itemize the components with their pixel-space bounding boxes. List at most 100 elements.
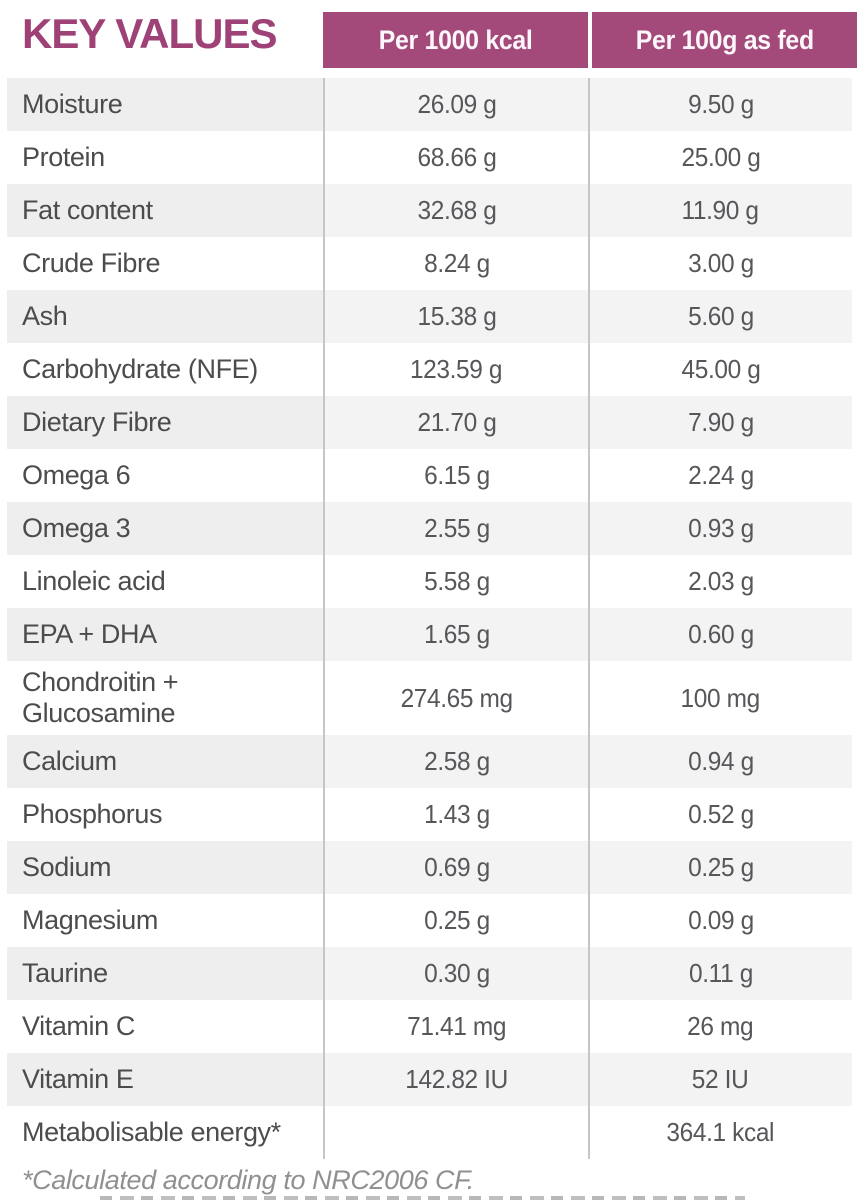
row-label: Protein <box>22 141 105 172</box>
row-value-per-100g-as-fed: 11.90 g <box>589 184 852 237</box>
row-label: Linoleic acid <box>22 565 166 596</box>
row-label-cell: Calcium <box>7 735 324 789</box>
table-row: EPA + DHA 1.65 g 0.60 g <box>7 608 852 661</box>
row-value-per-1000-kcal <box>324 1106 589 1159</box>
row-label: Chondroitin + Glucosamine <box>22 667 179 729</box>
row-label-cell: Dietary Fibre <box>7 396 324 449</box>
row-label: Moisture <box>22 88 123 119</box>
row-value-per-1000-kcal: 123.59 g <box>410 354 503 384</box>
table-row: Sodium 0.69 g 0.25 g <box>7 841 852 895</box>
column-header-label: Per 100g as fed <box>635 24 814 55</box>
row-label: Carbohydrate (NFE) <box>22 353 258 384</box>
row-value-per-1000-kcal: 2.58 g <box>324 735 589 789</box>
row-value-per-100g-as-fed: 0.09 g <box>687 905 754 936</box>
table-row: Linoleic acid 5.58 g 2.03 g <box>7 555 852 608</box>
row-value-per-1000-kcal: 274.65 mg <box>400 682 513 713</box>
table-row: Vitamin E 142.82 IU 52 IU <box>7 1053 852 1107</box>
row-value-per-100g-as-fed: 0.11 g <box>589 947 852 1001</box>
footnote: *Calculated according to NRC2006 CF. <box>22 1165 474 1196</box>
row-value-per-100g-as-fed: 100 mg <box>680 682 761 713</box>
row-value-per-1000-kcal: 8.24 g <box>423 248 490 278</box>
row-value-per-100g-as-fed: 26 mg <box>687 1011 754 1042</box>
table-row: Fat content 32.68 g 11.90 g <box>7 184 852 237</box>
row-value-per-100g-as-fed: 25.00 g <box>681 142 760 172</box>
column-divider-2 <box>588 78 590 1160</box>
column-header-label: Per 1000 kcal <box>378 24 533 55</box>
row-label-cell: Metabolisable energy* <box>7 1106 324 1159</box>
column-header-per-1000-kcal: Per 1000 kcal <box>323 12 588 68</box>
row-value-per-100g-as-fed: 3.00 g <box>687 248 754 278</box>
row-value-per-100g-as-fed: 52 IU <box>589 1053 852 1107</box>
table-header: KEY VALUES Per 1000 kcal Per 100g as fed <box>0 0 858 68</box>
row-label: Sodium <box>22 852 112 883</box>
row-value-per-1000-kcal: 26.09 g <box>324 78 589 131</box>
row-value-per-1000-kcal: 68.66 g <box>417 142 496 172</box>
row-value-per-1000-kcal: 21.70 g <box>324 396 589 449</box>
row-label: Omega 3 <box>22 512 131 543</box>
row-value-per-1000-kcal: 5.58 g <box>423 566 490 596</box>
row-label-cell: Moisture <box>7 78 324 131</box>
row-label: Vitamin C <box>22 1011 135 1042</box>
row-label-cell: Chondroitin + Glucosamine <box>7 661 324 735</box>
row-label: Magnesium <box>22 905 158 936</box>
row-value-per-100g-as-fed: 9.50 g <box>589 78 852 131</box>
row-value-per-100g-as-fed: 364.1 kcal <box>666 1117 775 1148</box>
table-row: Moisture 26.09 g 9.50 g <box>7 78 852 131</box>
row-label-cell: Ash <box>7 290 324 343</box>
row-value-per-100g-as-fed: 2.03 g <box>687 566 754 596</box>
row-label: EPA + DHA <box>22 618 157 649</box>
row-value-per-1000-kcal: 2.55 g <box>324 502 589 555</box>
table-row: Phosphorus 1.43 g 0.52 g <box>7 788 852 841</box>
row-label-cell: Vitamin C <box>7 1000 324 1053</box>
row-label: Calcium <box>22 746 117 777</box>
row-value-per-1000-kcal: 0.69 g <box>324 841 589 895</box>
row-label-cell: Carbohydrate (NFE) <box>7 343 324 396</box>
table-body: Moisture 26.09 g 9.50 g Protein 68.66 g … <box>7 78 852 1160</box>
row-label-cell: Vitamin E <box>7 1053 324 1107</box>
row-label: Fat content <box>22 194 153 225</box>
row-label-cell: Magnesium <box>7 894 324 947</box>
table-row: Calcium 2.58 g 0.94 g <box>7 735 852 789</box>
row-value-per-100g-as-fed: 0.93 g <box>589 502 852 555</box>
column-divider-1 <box>323 78 325 1160</box>
row-value-per-1000-kcal: 1.43 g <box>423 799 490 830</box>
row-value-per-100g-as-fed: 2.24 g <box>687 460 754 490</box>
page-title: KEY VALUES <box>22 10 278 57</box>
row-value-per-1000-kcal: 0.25 g <box>423 905 490 936</box>
table-row: Crude Fibre 8.24 g 3.00 g <box>7 237 852 290</box>
row-value-per-1000-kcal: 1.65 g <box>324 608 589 661</box>
column-header-per-100g-as-fed: Per 100g as fed <box>592 12 857 68</box>
row-label-cell: Linoleic acid <box>7 555 324 608</box>
table-row: Dietary Fibre 21.70 g 7.90 g <box>7 396 852 449</box>
table-row: Omega 3 2.55 g 0.93 g <box>7 502 852 555</box>
row-label: Metabolisable energy* <box>22 1117 281 1148</box>
row-value-per-1000-kcal: 15.38 g <box>324 290 589 343</box>
row-label-cell: EPA + DHA <box>7 608 324 661</box>
row-label-cell: Crude Fibre <box>7 237 324 290</box>
row-label: Crude Fibre <box>22 247 161 278</box>
row-label: Taurine <box>22 958 108 989</box>
row-label-cell: Protein <box>7 131 324 184</box>
table-row: Protein 68.66 g 25.00 g <box>7 131 852 184</box>
table-row: Taurine 0.30 g 0.11 g <box>7 947 852 1001</box>
row-value-per-1000-kcal: 71.41 mg <box>407 1011 506 1042</box>
row-value-per-100g-as-fed: 0.52 g <box>687 799 754 830</box>
row-value-per-1000-kcal: 6.15 g <box>423 460 490 490</box>
row-value-per-100g-as-fed: 7.90 g <box>589 396 852 449</box>
row-label-cell: Sodium <box>7 841 324 895</box>
row-value-per-1000-kcal: 32.68 g <box>324 184 589 237</box>
table-row: Omega 6 6.15 g 2.24 g <box>7 449 852 502</box>
row-label: Omega 6 <box>22 459 131 490</box>
table-row: Metabolisable energy* 364.1 kcal <box>7 1106 852 1159</box>
row-label-cell: Taurine <box>7 947 324 1001</box>
table-row: Magnesium 0.25 g 0.09 g <box>7 894 852 947</box>
row-value-per-1000-kcal: 142.82 IU <box>324 1053 589 1107</box>
row-label-cell: Omega 6 <box>7 449 324 502</box>
row-label: Vitamin E <box>22 1064 134 1095</box>
row-label-cell: Omega 3 <box>7 502 324 555</box>
row-label-cell: Phosphorus <box>7 788 324 841</box>
table-row: Vitamin C 71.41 mg 26 mg <box>7 1000 852 1053</box>
row-label: Dietary Fibre <box>22 406 172 437</box>
table-row: Ash 15.38 g 5.60 g <box>7 290 852 343</box>
row-value-per-100g-as-fed: 45.00 g <box>681 354 760 384</box>
